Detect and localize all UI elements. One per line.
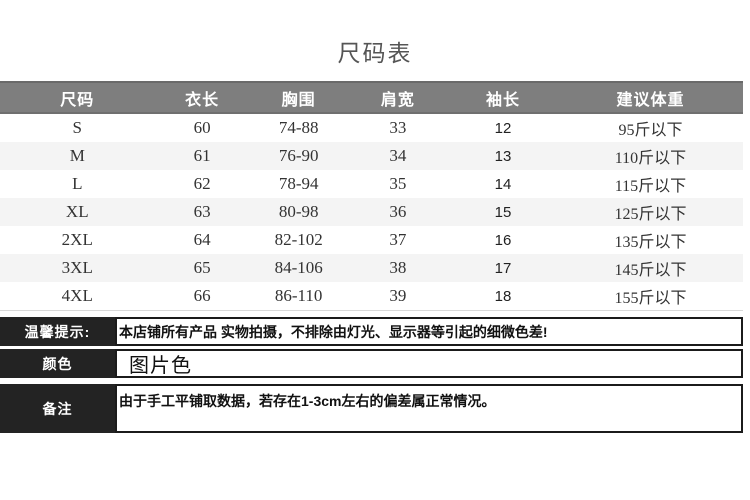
length-cell: 66 <box>154 282 250 311</box>
sleeve-cell: 13 <box>494 147 512 165</box>
column-header: 胸围 <box>249 81 348 114</box>
sleeve-cell: 17 <box>494 259 512 277</box>
shoulder-cell: 39 <box>347 282 448 311</box>
column-header: 袖长 <box>447 81 558 114</box>
shoulder-cell: 37 <box>389 230 407 249</box>
length-cell: 62 <box>193 174 211 193</box>
weight-cell: 145斤以下 <box>614 262 687 279</box>
shoulder-cell: 38 <box>389 258 407 277</box>
column-header: 肩宽 <box>347 81 448 114</box>
size-cell: L <box>72 174 83 193</box>
weight-cell: 155斤以下 <box>557 282 743 311</box>
info-content: 图片色 <box>115 349 743 378</box>
info-row: 颜色 图片色 <box>0 349 743 378</box>
size-cell: XL <box>65 202 89 221</box>
bust-cell: 74-88 <box>278 118 319 137</box>
shoulder-cell: 33 <box>389 118 407 137</box>
table-row: L 62 78-94 35 14 115斤以下 <box>0 170 743 198</box>
header-row: 尺码 衣长 胸围 肩宽 袖长 建议体重 <box>0 81 743 114</box>
column-header: 衣长 <box>154 81 250 114</box>
size-cell: S <box>72 118 82 137</box>
table-row: M 61 76-90 34 13 110斤以下 <box>0 142 743 170</box>
table-row: 4XL 66 86-110 39 18 155斤以下 <box>0 282 743 311</box>
size-cell: 3XL <box>61 258 93 277</box>
info-label: 备注 <box>0 384 115 433</box>
length-cell: 61 <box>193 146 211 165</box>
size-table: 尺码 衣长 胸围 肩宽 袖长 建议体重 S 60 74-88 33 12 95斤以下 M 61 76-90… <box>0 81 743 311</box>
info-label: 温馨提示: <box>0 317 115 346</box>
shoulder-cell: 36 <box>389 202 407 221</box>
weight-cell: 115斤以下 <box>614 178 687 195</box>
sleeve-cell: 12 <box>494 119 512 137</box>
length-cell: 60 <box>193 118 211 137</box>
sleeve-cell: 16 <box>494 231 512 249</box>
sleeve-cell: 18 <box>447 282 558 311</box>
size-table-body: S 60 74-88 33 12 95斤以下 M 61 76-90 34 13 110斤以下 L 62 78… <box>0 113 743 311</box>
table-row: S 60 74-88 33 12 95斤以下 <box>0 113 743 142</box>
table-row: XL 63 80-98 36 15 125斤以下 <box>0 198 743 226</box>
info-row: 备注 由于手工平铺取数据，若存在1-3cm左右的偏差属正常情况。 <box>0 384 743 433</box>
weight-cell: 135斤以下 <box>614 234 687 251</box>
size-cell: 4XL <box>0 282 155 311</box>
length-cell: 63 <box>193 202 211 221</box>
size-table-header: 尺码 衣长 胸围 肩宽 袖长 建议体重 <box>0 81 743 114</box>
sleeve-cell: 14 <box>494 175 512 193</box>
shoulder-cell: 35 <box>389 174 407 193</box>
weight-cell: 110斤以下 <box>614 150 687 167</box>
table-row: 3XL 65 84-106 38 17 145斤以下 <box>0 254 743 282</box>
info-label: 颜色 <box>0 349 115 378</box>
length-cell: 65 <box>193 258 211 277</box>
info-row: 温馨提示: 本店铺所有产品 实物拍摄，不排除由灯光、显示器等引起的细微色差! <box>0 317 743 346</box>
page-title: 尺码表 <box>337 40 413 66</box>
info-section: 温馨提示: 本店铺所有产品 实物拍摄，不排除由灯光、显示器等引起的细微色差! 颜色图… <box>0 317 743 433</box>
size-cell: M <box>69 146 85 165</box>
bust-cell: 76-90 <box>278 146 319 165</box>
sleeve-cell: 15 <box>494 203 512 221</box>
bust-cell: 84-106 <box>274 258 323 277</box>
length-cell: 64 <box>193 230 211 249</box>
bust-cell: 82-102 <box>274 230 323 249</box>
table-row: 2XL 64 82-102 37 16 135斤以下 <box>0 226 743 254</box>
weight-cell: 125斤以下 <box>614 206 687 223</box>
column-header: 尺码 <box>0 81 155 114</box>
bust-cell: 86-110 <box>249 282 348 311</box>
bust-cell: 78-94 <box>278 174 319 193</box>
column-header: 建议体重 <box>557 81 743 114</box>
shoulder-cell: 34 <box>389 146 407 165</box>
weight-cell: 95斤以下 <box>618 122 683 139</box>
bust-cell: 80-98 <box>278 202 319 221</box>
info-content: 本店铺所有产品 实物拍摄，不排除由灯光、显示器等引起的细微色差! <box>115 317 743 346</box>
size-cell: 2XL <box>61 230 93 249</box>
info-content: 由于手工平铺取数据，若存在1-3cm左右的偏差属正常情况。 <box>115 384 743 433</box>
